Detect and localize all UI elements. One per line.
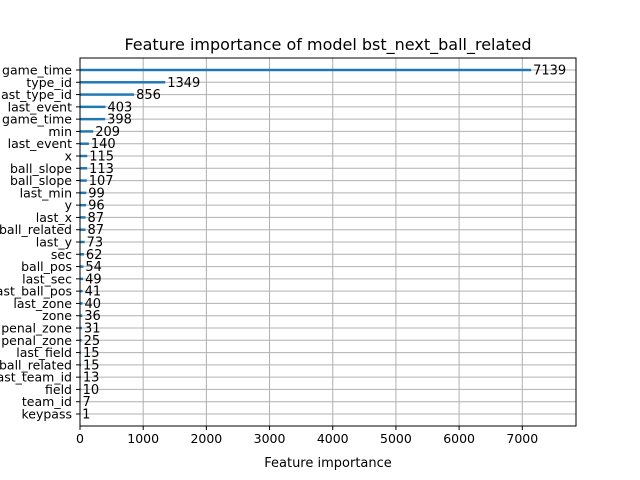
y-category-label: game_time (2, 63, 72, 78)
value-label: 7139 (533, 64, 566, 79)
bar-last_event (80, 142, 89, 145)
y-category-label: ball_related (0, 357, 72, 372)
value-label: 54 (85, 260, 102, 275)
x-axis-label: Feature importance (264, 456, 392, 471)
value-label: 403 (107, 100, 132, 115)
value-label: 10 (83, 383, 100, 398)
value-label: 856 (136, 88, 161, 103)
value-label: 1349 (167, 76, 200, 91)
bar-ball_slope (80, 179, 87, 182)
bar-last_sec (80, 277, 84, 281)
y-category-label: last_type_id (0, 87, 72, 102)
bar-last_x (80, 216, 86, 219)
y-category-label: x (65, 149, 72, 164)
x-axis-ticks: 0 1000 2000 3000 4000 5000 6000 7000 (76, 426, 538, 446)
bar-game_time (80, 68, 532, 72)
value-label: 96 (88, 199, 105, 214)
value-label: 40 (85, 297, 102, 312)
value-label: 209 (95, 125, 120, 140)
y-category-label: ball_slope (10, 161, 72, 176)
y-category-label: penal_zone (1, 333, 72, 348)
bar-zone (80, 314, 83, 317)
y-category-label: game_time (2, 112, 72, 127)
y-category-label: last_field (16, 345, 72, 360)
y-category-label: last_sec (22, 271, 72, 286)
x-tick-label: 3000 (254, 431, 286, 446)
grid-lines (79, 58, 576, 426)
bar-game_time (80, 117, 106, 121)
value-label: 49 (85, 272, 102, 287)
y-category-label: last_event (8, 136, 72, 151)
y-category-label: last_team_id (0, 370, 72, 385)
y-category-label: zone (42, 308, 72, 323)
bar-last_type_id (80, 93, 135, 96)
x-tick-label: 5000 (380, 431, 412, 446)
y-category-label: min (48, 124, 72, 139)
value-label: 87 (87, 211, 104, 226)
x-tick-label: 2000 (190, 431, 222, 446)
y-category-label: ball_slope (10, 173, 72, 188)
value-labels: 7139134985640339820914011511310799968787… (82, 64, 566, 423)
value-label: 140 (91, 137, 116, 152)
y-category-label: last_min (20, 185, 72, 200)
y-category-label: last_zone (13, 296, 72, 311)
x-tick-label: 0 (76, 431, 84, 446)
y-category-label: last_x (36, 210, 72, 225)
bar-last_y (80, 240, 85, 244)
y-category-label: ball_related (0, 222, 72, 237)
x-tick-label: 7000 (506, 431, 538, 446)
y-category-label: last_event (8, 99, 72, 114)
bar-ball_related (80, 228, 86, 231)
value-label: 41 (85, 285, 102, 300)
bar-x (80, 154, 88, 158)
y-category-label: team_id (22, 394, 72, 409)
bar-type_id (80, 81, 166, 84)
value-label: 13 (83, 371, 100, 386)
y-category-label: y (65, 198, 73, 213)
bar-last_zone (80, 302, 83, 305)
value-label: 398 (107, 113, 132, 128)
y-category-label: sec (51, 247, 72, 262)
bar-penal_zone (80, 339, 82, 342)
value-label: 62 (86, 248, 103, 263)
y-axis-categories: game_timetype_idlast_type_idlast_eventga… (0, 63, 80, 422)
value-label: 7 (82, 395, 90, 410)
x-tick-label: 6000 (443, 431, 475, 446)
y-category-label: last_ball_pos (0, 284, 72, 299)
value-label: 113 (89, 162, 114, 177)
value-label: 107 (89, 174, 114, 189)
chart-title: Feature importance of model bst_next_bal… (124, 35, 531, 55)
bars-group (80, 68, 532, 416)
bar-y (80, 203, 87, 207)
y-category-label: field (45, 382, 72, 397)
y-category-label: penal_zone (1, 321, 72, 336)
bar-ball_pos (80, 265, 84, 268)
y-category-label: type_id (26, 75, 72, 90)
x-tick-label: 4000 (317, 431, 349, 446)
bar-last_ball_pos (80, 289, 83, 293)
value-label: 99 (88, 186, 105, 201)
y-category-label: keypass (21, 407, 72, 422)
value-label: 15 (83, 358, 100, 373)
y-category-label: last_y (36, 235, 73, 250)
value-label: 25 (84, 334, 101, 349)
y-category-label: ball_pos (21, 259, 72, 274)
value-label: 36 (84, 309, 101, 324)
value-label: 115 (89, 150, 114, 165)
value-label: 1 (82, 408, 90, 423)
value-label: 31 (84, 322, 101, 337)
bar-penal_zone (80, 326, 82, 330)
bar-last_min (80, 191, 87, 195)
x-tick-label: 1000 (127, 431, 159, 446)
value-label: 73 (87, 236, 104, 251)
bar-sec (80, 253, 84, 256)
bar-last_event (80, 105, 106, 109)
bar-ball_slope (80, 167, 88, 170)
value-label: 87 (87, 223, 104, 238)
bar-min (80, 130, 94, 133)
value-label: 15 (83, 346, 100, 361)
